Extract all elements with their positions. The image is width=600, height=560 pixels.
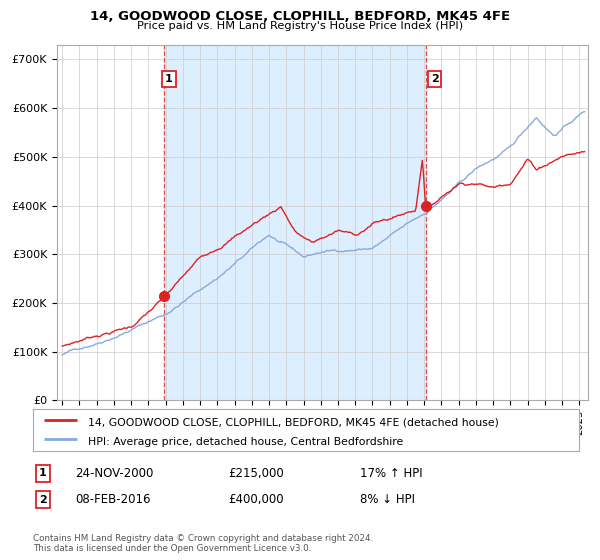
Text: 08-FEB-2016: 08-FEB-2016: [75, 493, 151, 506]
Text: Contains HM Land Registry data © Crown copyright and database right 2024.
This d: Contains HM Land Registry data © Crown c…: [33, 534, 373, 553]
Bar: [164, 45, 426, 400]
Text: 2: 2: [39, 494, 47, 505]
Text: HPI: Average price, detached house, Central Bedfordshire: HPI: Average price, detached house, Cent…: [88, 437, 403, 446]
Text: 8% ↓ HPI: 8% ↓ HPI: [360, 493, 415, 506]
Text: 14, GOODWOOD CLOSE, CLOPHILL, BEDFORD, MK45 4FE: 14, GOODWOOD CLOSE, CLOPHILL, BEDFORD, M…: [90, 10, 510, 23]
Text: 1: 1: [165, 74, 173, 84]
Text: £400,000: £400,000: [228, 493, 284, 506]
Text: 2: 2: [431, 74, 439, 84]
Text: £215,000: £215,000: [228, 466, 284, 480]
Text: 24-NOV-2000: 24-NOV-2000: [75, 466, 154, 480]
Text: 1: 1: [39, 468, 47, 478]
Text: Price paid vs. HM Land Registry's House Price Index (HPI): Price paid vs. HM Land Registry's House …: [137, 21, 463, 31]
Text: 17% ↑ HPI: 17% ↑ HPI: [360, 466, 422, 480]
Text: 14, GOODWOOD CLOSE, CLOPHILL, BEDFORD, MK45 4FE (detached house): 14, GOODWOOD CLOSE, CLOPHILL, BEDFORD, M…: [88, 417, 499, 427]
